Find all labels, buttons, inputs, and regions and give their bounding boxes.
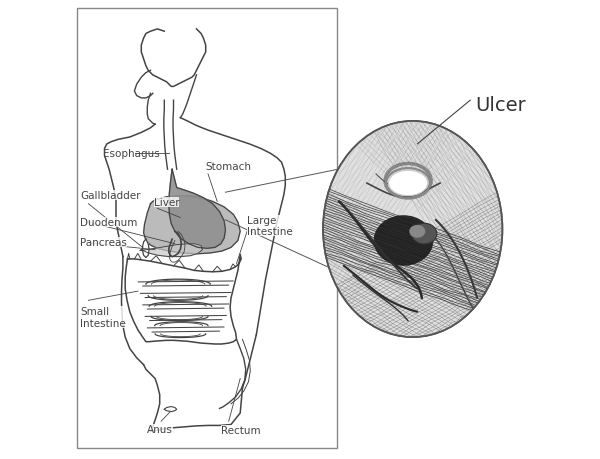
Text: Liver: Liver (154, 197, 179, 207)
Polygon shape (143, 196, 240, 254)
Text: Anus: Anus (147, 424, 173, 434)
Text: Gallbladder: Gallbladder (80, 191, 140, 201)
Text: Large
Intestine: Large Intestine (247, 215, 293, 236)
Bar (77, 9, 337, 448)
Text: Esophagus: Esophagus (103, 149, 160, 159)
Polygon shape (169, 170, 226, 249)
Text: Stomach: Stomach (206, 161, 252, 171)
Ellipse shape (374, 216, 433, 266)
Ellipse shape (389, 171, 428, 196)
Text: Small
Intestine: Small Intestine (80, 307, 126, 328)
Ellipse shape (323, 122, 502, 337)
Ellipse shape (409, 225, 425, 238)
Polygon shape (143, 240, 149, 258)
Ellipse shape (412, 224, 437, 244)
Polygon shape (140, 244, 202, 257)
Text: Ulcer: Ulcer (475, 96, 526, 115)
Text: Rectum: Rectum (221, 425, 260, 436)
Text: Pancreas: Pancreas (80, 237, 127, 247)
Text: Duodenum: Duodenum (80, 218, 137, 228)
